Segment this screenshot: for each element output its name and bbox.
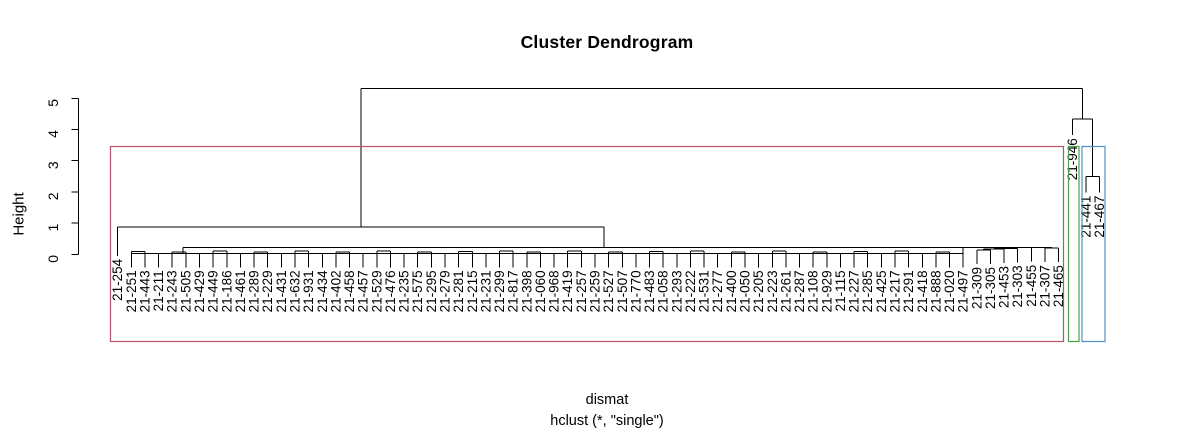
leaf-label: 21-929 <box>819 270 834 312</box>
leaf-label: 21-287 <box>792 270 807 312</box>
leaf-label: 21-575 <box>410 270 425 312</box>
y-tick-label: 1 <box>45 223 61 231</box>
leaf-label: 21-425 <box>874 270 889 312</box>
y-axis-label: Height <box>10 192 28 236</box>
leaf-label: 21-205 <box>751 270 766 312</box>
leaf-label: 21-299 <box>492 270 507 312</box>
leaf-label: 21-429 <box>192 270 207 312</box>
method-caption: hclust (*, "single") <box>550 413 664 429</box>
leaf-label: 21-257 <box>574 270 589 312</box>
leaf-label: 21-465 <box>1051 265 1066 307</box>
leaf-label: 21-968 <box>547 270 562 312</box>
leaf-label: 21-227 <box>847 270 862 312</box>
leaf-label: 21-457 <box>356 270 371 312</box>
leaf-label: 21-307 <box>1038 265 1053 307</box>
leaf-label: 21-050 <box>738 270 753 312</box>
x-axis-caption: dismat <box>585 392 629 408</box>
leaf-label: 21-476 <box>383 270 398 312</box>
leaf-label: 21-888 <box>928 270 943 312</box>
leaf-label: 21-223 <box>765 270 780 312</box>
leaf-label: 21-817 <box>506 270 521 312</box>
leaf-label: 21-531 <box>697 270 712 312</box>
leaf-label: 21-058 <box>656 270 671 312</box>
leaf-label: 21-931 <box>301 270 316 312</box>
leaf-label: 21-467 <box>1092 196 1107 238</box>
leaf-label: 21-443 <box>137 270 152 312</box>
leaf-label: 21-418 <box>915 270 930 312</box>
leaf-label: 21-497 <box>956 270 971 312</box>
leaf-label: 21-259 <box>587 270 602 312</box>
leaf-label: 21-215 <box>465 270 480 312</box>
leaf-label: 21-289 <box>247 270 262 312</box>
leaf-label: 21-455 <box>1024 265 1039 307</box>
leaf-label: 21-060 <box>533 270 548 312</box>
leaf-label: 21-281 <box>451 270 466 312</box>
y-tick-label: 3 <box>45 161 61 169</box>
leaf-label: 21-507 <box>615 270 630 312</box>
y-tick-label: 4 <box>45 130 61 138</box>
leaf-label: 21-527 <box>601 270 616 312</box>
y-tick-label: 2 <box>45 192 61 200</box>
leaf-label: 21-505 <box>178 270 193 312</box>
leaf-label: 21-186 <box>219 270 234 312</box>
leaf-label: 21-243 <box>165 270 180 312</box>
leaf-label: 21-285 <box>860 270 875 312</box>
leaf-label: 21-483 <box>642 270 657 312</box>
leaf-label: 21-461 <box>233 270 248 312</box>
leaf-label: 21-020 <box>942 270 957 312</box>
leaf-label: 21-279 <box>437 270 452 312</box>
y-tick-label: 5 <box>45 99 61 107</box>
leaf-label: 21-291 <box>901 270 916 312</box>
cluster-box-red <box>109 145 1065 343</box>
y-tick-label: 0 <box>45 255 61 263</box>
leaf-label: 21-453 <box>997 266 1012 308</box>
leaf-label: 21-217 <box>888 270 903 312</box>
leaf-label: 21-305 <box>983 267 998 309</box>
leaf-label: 21-211 <box>151 270 166 311</box>
leaf-label: 21-293 <box>669 270 684 312</box>
leaf-label: 21-222 <box>683 270 698 312</box>
leaf-label: 21-402 <box>328 270 343 312</box>
leaf-label: 21-434 <box>315 270 330 313</box>
leaf-label: 21-400 <box>724 270 739 312</box>
leaf-label: 21-946 <box>1065 138 1080 180</box>
leaf-label: 21-449 <box>206 270 221 312</box>
leaf-label: 21-303 <box>1010 265 1025 307</box>
leaf-label: 21-632 <box>287 270 302 312</box>
leaf-label: 21-770 <box>628 270 643 312</box>
leaf-label: 21-108 <box>806 270 821 312</box>
leaf-label: 21-419 <box>560 270 575 312</box>
cluster-box-blue <box>1081 145 1106 343</box>
leaf-label: 21-254 <box>110 258 125 301</box>
leaf-label: 21-277 <box>710 270 725 312</box>
cluster-box-green <box>1067 145 1080 343</box>
leaf-label: 21-309 <box>969 267 984 309</box>
leaf-label: 21-115 <box>833 270 848 311</box>
leaf-label: 21-295 <box>424 270 439 312</box>
leaf-label: 21-261 <box>778 270 793 312</box>
leaf-label: 21-458 <box>342 270 357 312</box>
leaf-label: 21-398 <box>519 270 534 312</box>
leaf-label: 21-251 <box>124 270 139 312</box>
leaf-label: 21-231 <box>478 270 493 312</box>
leaf-label: 21-529 <box>369 270 384 312</box>
plot-title: Cluster Dendrogram <box>520 32 694 52</box>
leaf-label: 21-431 <box>274 270 289 312</box>
leaf-label: 21-229 <box>260 270 275 312</box>
leaf-label: 21-235 <box>397 270 412 312</box>
